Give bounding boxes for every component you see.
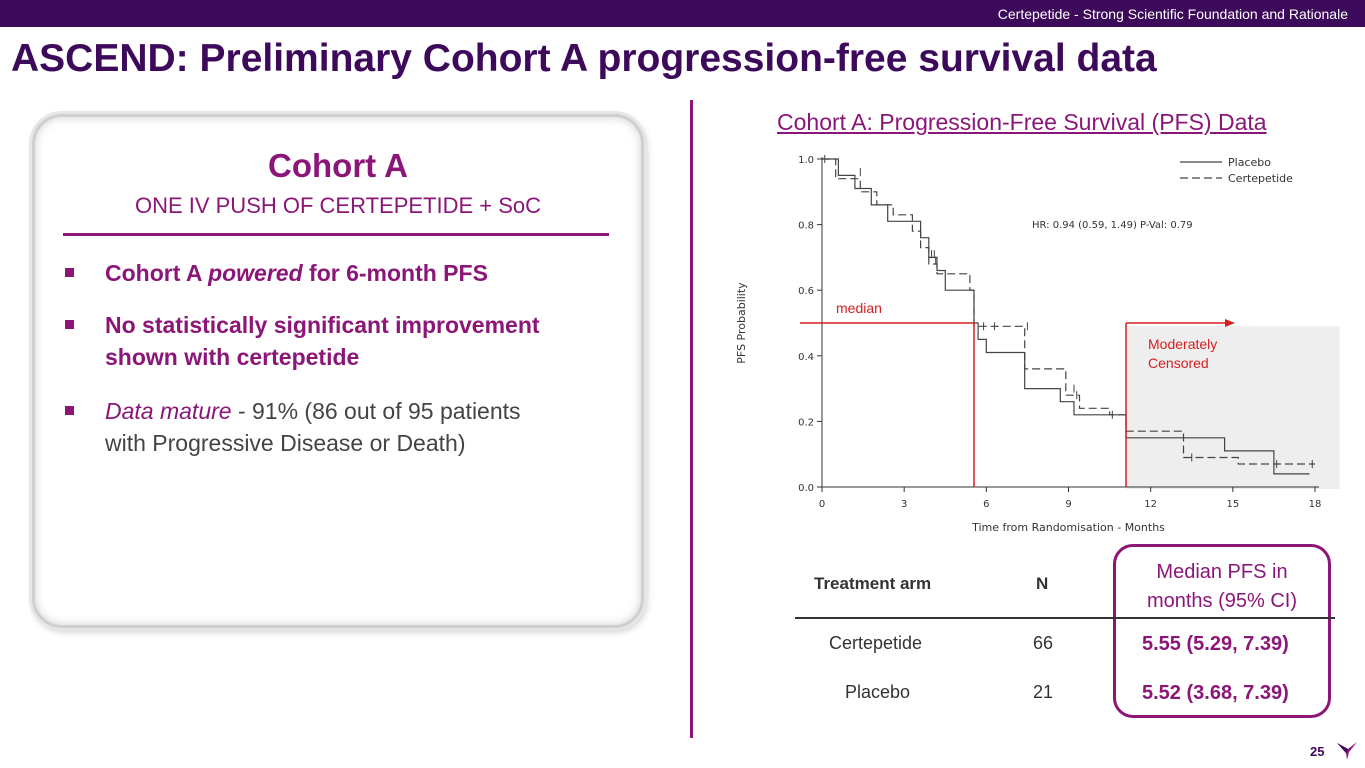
row-certepetide-median: 5.55 (5.29, 7.39)	[1142, 633, 1289, 655]
top-bar: Certepetide - Strong Scientific Foundati…	[0, 0, 1365, 27]
chart-heading: Cohort A: Progression-Free Survival (PFS…	[777, 109, 1267, 135]
header-median-line1: Median PFS in	[1156, 561, 1288, 583]
page-number: 25	[1310, 744, 1325, 759]
x-tick-label: 6	[983, 499, 989, 510]
censored-label-line1: Moderately	[1148, 336, 1217, 352]
table-rule	[795, 617, 1335, 619]
x-tick-label: 3	[901, 499, 907, 510]
card-divider	[63, 233, 609, 236]
median-label: median	[836, 300, 882, 316]
card-title: Cohort A	[268, 147, 408, 184]
y-tick-label: 1.0	[798, 155, 814, 166]
vertical-divider	[690, 100, 693, 738]
row-placebo-n: 21	[1033, 682, 1054, 702]
x-tick-label: 12	[1144, 499, 1157, 510]
x-axis-label: Time from Randomisation - Months	[971, 521, 1165, 534]
header-median-line2: months (95% CI)	[1146, 590, 1298, 612]
header-n: N	[1036, 574, 1049, 593]
row-placebo-median: 5.52 (3.68, 7.39)	[1142, 682, 1289, 704]
bullet-text: No statistically significant improvement…	[105, 312, 540, 370]
y-tick-label: 0.6	[798, 286, 814, 297]
censored-label-line2: Censored	[1148, 355, 1209, 371]
page-title: ASCEND: Preliminary Cohort A progression…	[11, 37, 1157, 80]
bullet-text: Cohort A powered for 6-month PFS	[105, 260, 488, 286]
y-tick-label: 0.4	[798, 352, 814, 363]
card-subtitle: ONE IV PUSH OF CERTEPETIDE + SoC	[134, 193, 542, 218]
row-certepetide-n: 66	[1033, 633, 1054, 653]
header-treatment-arm: Treatment arm	[814, 574, 932, 593]
y-tick-label: 0.0	[798, 483, 814, 494]
y-axis-label: PFS Probability	[735, 282, 748, 364]
series-line-certepetide	[822, 158, 1315, 465]
legend-label-certepetide: Certepetide	[1228, 172, 1293, 185]
x-tick-label: 9	[1065, 499, 1071, 510]
x-tick-label: 0	[819, 499, 825, 510]
bullet-text: Data mature - 91% (86 out of 95 patients…	[105, 398, 521, 456]
hr-annotation: HR: 0.94 (0.59, 1.49) P-Val: 0.79	[1032, 220, 1193, 231]
legend-label-placebo: Placebo	[1228, 156, 1271, 169]
censored-arrow-head	[1225, 319, 1235, 327]
row-certepetide-arm: Certepetide	[829, 633, 923, 653]
row-placebo-arm: Placebo	[845, 682, 911, 702]
censored-region	[1126, 326, 1340, 489]
bullet-marker	[65, 268, 74, 277]
x-tick-label: 15	[1226, 499, 1239, 510]
company-logo-icon	[1337, 742, 1357, 760]
bullet-marker	[65, 320, 74, 329]
cohort-card: Cohort A ONE IV PUSH OF CERTEPETIDE + So…	[32, 114, 644, 628]
section-label: Certepetide - Strong Scientific Foundati…	[997, 6, 1348, 22]
median-highlight-box: Median PFS in months (95% CI)	[1113, 544, 1331, 718]
bullet-marker	[65, 406, 74, 415]
y-tick-label: 0.2	[798, 417, 814, 428]
x-tick-label: 18	[1309, 499, 1322, 510]
y-tick-label: 0.8	[798, 221, 814, 232]
pfs-chart: 0.0 0.2 0.4 0.6 0.8 1.0 0 3 6 9 12 15 18 Time from Ra…	[735, 155, 1340, 534]
